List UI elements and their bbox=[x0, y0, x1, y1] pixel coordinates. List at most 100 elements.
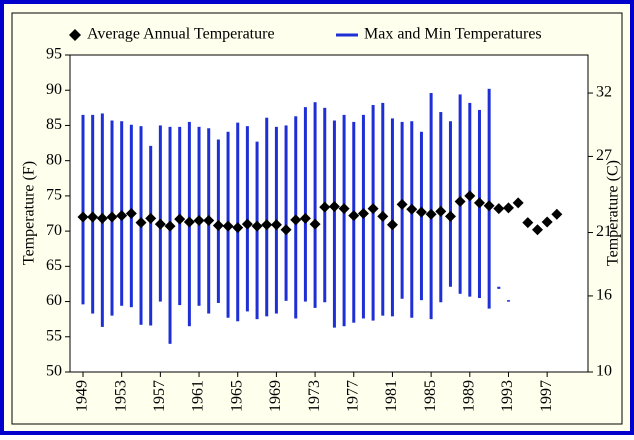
average-marker bbox=[154, 218, 166, 230]
y-tick-label: 70 bbox=[46, 222, 62, 239]
average-marker bbox=[299, 212, 311, 224]
average-marker bbox=[261, 219, 273, 231]
x-tick-label: 1969 bbox=[267, 380, 284, 412]
average-marker bbox=[435, 205, 447, 217]
range-bar bbox=[429, 93, 433, 320]
average-marker bbox=[106, 211, 118, 223]
x-tick-label: 1989 bbox=[460, 380, 477, 412]
average-marker bbox=[77, 211, 89, 223]
average-marker bbox=[203, 215, 215, 227]
range-bar bbox=[236, 122, 240, 322]
average-marker bbox=[541, 216, 553, 228]
average-marker bbox=[309, 218, 321, 230]
range-bar bbox=[381, 102, 385, 316]
x-tick-label: 1981 bbox=[383, 380, 400, 412]
average-marker bbox=[396, 198, 408, 210]
average-marker bbox=[473, 197, 485, 209]
average-marker bbox=[96, 212, 108, 224]
average-marker bbox=[454, 196, 466, 208]
range-bar bbox=[168, 126, 172, 344]
x-tick-label: 1953 bbox=[112, 380, 129, 412]
y-tick-label: 65 bbox=[46, 257, 62, 274]
y2-axis-title: Temperature (C) bbox=[605, 160, 622, 266]
range-bar bbox=[303, 107, 307, 302]
range-bar bbox=[265, 117, 269, 317]
average-marker bbox=[531, 224, 543, 236]
range-bar bbox=[284, 125, 288, 301]
average-marker bbox=[551, 208, 563, 220]
range-bar bbox=[497, 286, 501, 289]
range-bar bbox=[448, 121, 452, 287]
range-bar bbox=[158, 125, 162, 302]
y-tick-label: 55 bbox=[46, 327, 62, 344]
y-tick-label: 80 bbox=[46, 151, 62, 168]
average-marker bbox=[367, 203, 379, 215]
range-bar bbox=[390, 118, 394, 317]
x-tick-label: 1961 bbox=[190, 380, 207, 412]
y2-tick-label: 27 bbox=[596, 147, 612, 164]
y-tick-label: 85 bbox=[46, 116, 62, 133]
average-marker bbox=[522, 217, 534, 229]
average-marker bbox=[483, 200, 495, 212]
average-marker bbox=[406, 203, 418, 215]
y2-tick-label: 21 bbox=[596, 223, 612, 240]
x-tick-label: 1977 bbox=[344, 380, 361, 412]
y2-tick-label: 16 bbox=[596, 287, 612, 304]
average-marker bbox=[415, 206, 427, 218]
average-marker bbox=[280, 224, 292, 236]
average-marker bbox=[135, 217, 147, 229]
average-marker bbox=[319, 201, 331, 213]
average-marker bbox=[338, 203, 350, 215]
legend-label: Average Annual Temperature bbox=[87, 26, 275, 43]
range-bar bbox=[487, 88, 491, 309]
range-bar bbox=[352, 121, 356, 323]
legend-swatch bbox=[69, 29, 81, 41]
average-marker bbox=[251, 220, 263, 232]
average-marker bbox=[241, 218, 253, 230]
average-marker bbox=[116, 210, 128, 222]
average-marker bbox=[270, 219, 282, 231]
average-marker bbox=[512, 197, 524, 209]
x-tick-label: 1997 bbox=[538, 380, 555, 412]
x-tick-label: 1957 bbox=[151, 380, 168, 412]
x-tick-label: 1965 bbox=[228, 380, 245, 412]
x-tick-label: 1985 bbox=[422, 380, 439, 412]
range-bar bbox=[410, 121, 414, 318]
range-bar bbox=[149, 145, 153, 326]
range-bar bbox=[400, 121, 404, 299]
average-marker bbox=[212, 219, 224, 231]
plot-area bbox=[69, 54, 589, 373]
x-tick-label: 1993 bbox=[499, 380, 516, 412]
average-marker bbox=[125, 208, 137, 219]
range-bar bbox=[342, 114, 346, 327]
range-bar bbox=[506, 300, 510, 302]
x-tick-label: 1973 bbox=[306, 380, 323, 412]
average-marker bbox=[87, 211, 99, 223]
average-marker bbox=[193, 215, 205, 227]
average-marker bbox=[183, 216, 195, 228]
average-marker bbox=[464, 190, 476, 202]
y-tick-label: 75 bbox=[46, 187, 62, 204]
average-marker bbox=[425, 208, 437, 220]
y-tick-label: 60 bbox=[46, 292, 62, 309]
y-tick-label: 50 bbox=[46, 363, 62, 380]
x-tick-label: 1949 bbox=[74, 380, 91, 412]
average-marker bbox=[222, 220, 234, 232]
y-tick-label: 90 bbox=[46, 81, 62, 98]
average-marker bbox=[386, 219, 398, 231]
range-bar bbox=[458, 94, 462, 294]
average-marker bbox=[164, 220, 176, 232]
average-marker bbox=[145, 212, 157, 224]
y-tick-label: 95 bbox=[46, 46, 62, 63]
average-marker bbox=[328, 200, 340, 212]
average-marker bbox=[444, 210, 456, 222]
y2-tick-label: 32 bbox=[596, 84, 612, 101]
average-marker bbox=[290, 214, 302, 226]
y-axis-title: Temperature (F) bbox=[21, 161, 38, 265]
y2-tick-label: 10 bbox=[596, 363, 612, 380]
average-marker bbox=[493, 203, 505, 215]
legend-label: Max and Min Temperatures bbox=[364, 26, 542, 43]
range-bar bbox=[332, 120, 336, 328]
